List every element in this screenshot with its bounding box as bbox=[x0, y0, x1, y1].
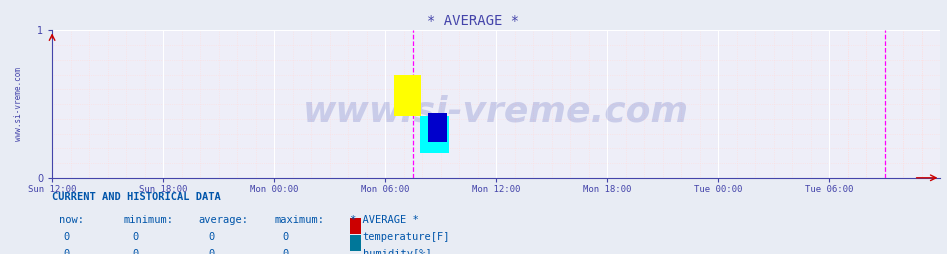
Text: average:: average: bbox=[199, 215, 249, 225]
Text: 0: 0 bbox=[208, 249, 215, 254]
Text: www.si-vreme.com: www.si-vreme.com bbox=[303, 94, 689, 129]
Text: 0: 0 bbox=[63, 249, 70, 254]
Text: 0: 0 bbox=[208, 232, 215, 242]
Bar bbox=[394, 75, 420, 116]
Bar bbox=[420, 116, 449, 153]
Text: minimum:: minimum: bbox=[123, 215, 173, 225]
Text: CURRENT AND HISTORICAL DATA: CURRENT AND HISTORICAL DATA bbox=[52, 192, 221, 202]
Text: 0: 0 bbox=[63, 232, 70, 242]
Text: 0: 0 bbox=[282, 249, 289, 254]
Text: * AVERAGE *: * AVERAGE * bbox=[350, 215, 420, 225]
Text: * AVERAGE *: * AVERAGE * bbox=[427, 14, 520, 28]
Text: humidity[%]: humidity[%] bbox=[363, 249, 432, 254]
Text: www.si-vreme.com: www.si-vreme.com bbox=[14, 67, 23, 141]
Text: maximum:: maximum: bbox=[275, 215, 325, 225]
Text: now:: now: bbox=[59, 215, 83, 225]
Text: 0: 0 bbox=[133, 249, 139, 254]
Text: 0: 0 bbox=[133, 232, 139, 242]
Bar bbox=[428, 113, 447, 142]
Text: temperature[F]: temperature[F] bbox=[363, 232, 450, 242]
Text: 0: 0 bbox=[282, 232, 289, 242]
